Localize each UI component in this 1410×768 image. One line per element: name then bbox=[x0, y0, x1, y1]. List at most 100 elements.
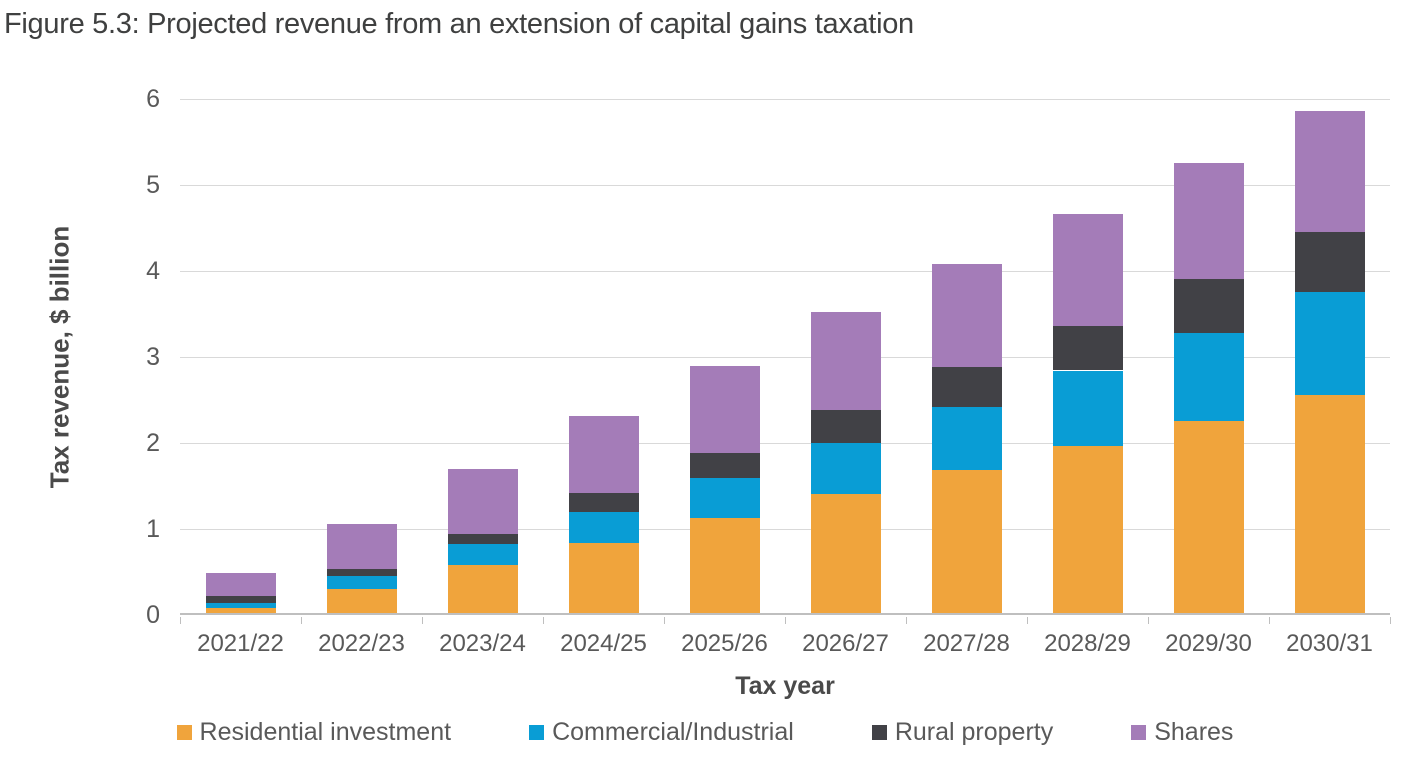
gridline-y-2 bbox=[180, 443, 1390, 444]
gridline-y-6 bbox=[180, 99, 1390, 100]
bar-segment-shares-2028-29 bbox=[1052, 213, 1123, 326]
bar-segment-residential-investment-2025-26 bbox=[689, 518, 760, 613]
y-tick-label-3: 3 bbox=[146, 343, 160, 371]
legend-swatch-icon bbox=[176, 725, 192, 740]
bar-segment-rural-property-2030-31 bbox=[1294, 232, 1365, 293]
bar-2023-24 bbox=[447, 469, 518, 613]
bar-segment-residential-investment-2022-23 bbox=[326, 588, 397, 613]
bar-2027-28 bbox=[931, 263, 1002, 613]
bar-segment-commercial-industrial-2021-22 bbox=[205, 602, 276, 608]
x-tick-mark-6 bbox=[906, 617, 907, 624]
x-tick-mark-10 bbox=[1390, 617, 1391, 624]
bar-segment-shares-2023-24 bbox=[447, 469, 518, 534]
gridline-y-4 bbox=[180, 271, 1390, 272]
legend-swatch-icon bbox=[871, 725, 887, 740]
stacked-bar-chart-plot-area bbox=[180, 99, 1390, 615]
legend-swatch-icon bbox=[1131, 725, 1147, 740]
bar-2025-26 bbox=[689, 366, 760, 613]
bar-segment-residential-investment-2030-31 bbox=[1294, 395, 1365, 613]
y-tick-label-2: 2 bbox=[146, 429, 160, 457]
bar-segment-shares-2030-31 bbox=[1294, 110, 1365, 233]
bar-segment-residential-investment-2021-22 bbox=[205, 607, 276, 613]
legend-label: Residential investment bbox=[199, 718, 452, 746]
x-tick-label-2027-28: 2027/28 bbox=[923, 630, 1010, 657]
bar-segment-residential-investment-2028-29 bbox=[1052, 446, 1123, 613]
x-tick-label-2028-29: 2028/29 bbox=[1044, 630, 1131, 657]
x-tick-mark-9 bbox=[1269, 617, 1270, 624]
legend-item-rural-property: Rural property bbox=[871, 718, 1054, 747]
bar-segment-residential-investment-2027-28 bbox=[931, 470, 1002, 613]
x-tick-label-2025-26: 2025/26 bbox=[681, 630, 768, 657]
bar-segment-commercial-industrial-2025-26 bbox=[689, 478, 760, 519]
y-tick-label-5: 5 bbox=[146, 171, 160, 199]
x-tick-label-2024-25: 2024/25 bbox=[560, 630, 647, 657]
gridline-y-1 bbox=[180, 529, 1390, 530]
legend-label: Commercial/Industrial bbox=[552, 718, 794, 746]
legend-swatch-icon bbox=[529, 725, 545, 740]
bar-segment-shares-2026-27 bbox=[810, 312, 881, 411]
x-tick-mark-4 bbox=[664, 617, 665, 624]
bar-segment-shares-2029-30 bbox=[1173, 163, 1244, 280]
bar-2022-23 bbox=[326, 523, 397, 613]
bar-segment-rural-property-2026-27 bbox=[810, 410, 881, 443]
x-tick-mark-2 bbox=[422, 617, 423, 624]
bar-segment-shares-2022-23 bbox=[326, 523, 397, 570]
legend-item-shares: Shares bbox=[1131, 718, 1233, 747]
bar-segment-rural-property-2025-26 bbox=[689, 453, 760, 478]
legend-label: Shares bbox=[1154, 718, 1234, 746]
bar-segment-commercial-industrial-2030-31 bbox=[1294, 292, 1365, 396]
x-tick-label-2022-23: 2022/23 bbox=[318, 630, 405, 657]
figure-title: Figure 5.3: Projected revenue from an ex… bbox=[4, 8, 914, 40]
bar-segment-commercial-industrial-2023-24 bbox=[447, 544, 518, 565]
bar-segment-shares-2021-22 bbox=[205, 572, 276, 596]
x-tick-mark-8 bbox=[1148, 617, 1149, 624]
bar-segment-shares-2024-25 bbox=[568, 416, 639, 493]
bar-2028-29 bbox=[1052, 213, 1123, 613]
x-tick-label-2026-27: 2026/27 bbox=[802, 630, 889, 657]
bar-segment-commercial-industrial-2026-27 bbox=[810, 442, 881, 495]
x-tick-mark-0 bbox=[180, 617, 181, 624]
bar-2021-22 bbox=[205, 572, 276, 613]
bar-segment-residential-investment-2024-25 bbox=[568, 543, 639, 613]
y-tick-label-6: 6 bbox=[146, 85, 160, 113]
bar-segment-shares-2027-28 bbox=[931, 263, 1002, 368]
bar-segment-commercial-industrial-2029-30 bbox=[1173, 332, 1244, 422]
legend-item-commercial-industrial: Commercial/Industrial bbox=[529, 718, 794, 747]
bar-2029-30 bbox=[1173, 163, 1244, 613]
bar-segment-rural-property-2023-24 bbox=[447, 533, 518, 545]
bar-segment-rural-property-2022-23 bbox=[326, 569, 397, 577]
chart-legend: Residential investment Commercial/Industr… bbox=[0, 718, 1410, 747]
bar-segment-rural-property-2029-30 bbox=[1173, 279, 1244, 333]
bar-segment-commercial-industrial-2027-28 bbox=[931, 407, 1002, 471]
x-tick-mark-5 bbox=[785, 617, 786, 624]
x-tick-label-2029-30: 2029/30 bbox=[1165, 630, 1252, 657]
y-tick-label-1: 1 bbox=[146, 515, 160, 543]
gridline-y-3 bbox=[180, 357, 1390, 358]
y-tick-label-4: 4 bbox=[146, 257, 160, 285]
bar-2026-27 bbox=[810, 312, 881, 613]
bar-segment-commercial-industrial-2024-25 bbox=[568, 511, 639, 544]
bar-segment-rural-property-2028-29 bbox=[1052, 325, 1123, 371]
x-axis-title: Tax year bbox=[735, 672, 835, 700]
bar-segment-rural-property-2024-25 bbox=[568, 492, 639, 512]
bar-2030-31 bbox=[1294, 110, 1365, 613]
x-tick-label-2021-22: 2021/22 bbox=[197, 630, 284, 657]
x-tick-mark-3 bbox=[543, 617, 544, 624]
legend-label: Rural property bbox=[894, 718, 1054, 746]
bar-segment-rural-property-2021-22 bbox=[205, 595, 276, 603]
x-tick-mark-7 bbox=[1027, 617, 1028, 624]
y-tick-label-0: 0 bbox=[146, 601, 160, 629]
x-tick-label-2030-31: 2030/31 bbox=[1286, 630, 1373, 657]
legend-item-residential-investment: Residential investment bbox=[176, 718, 452, 747]
x-tick-mark-1 bbox=[301, 617, 302, 624]
bar-segment-rural-property-2027-28 bbox=[931, 367, 1002, 408]
x-tick-label-2023-24: 2023/24 bbox=[439, 630, 526, 657]
y-axis-title: Tax revenue, $ billion bbox=[44, 225, 75, 489]
bar-segment-commercial-industrial-2028-29 bbox=[1052, 370, 1123, 447]
bar-segment-commercial-industrial-2022-23 bbox=[326, 576, 397, 589]
bar-segment-residential-investment-2023-24 bbox=[447, 564, 518, 613]
bar-segment-residential-investment-2026-27 bbox=[810, 494, 881, 613]
bar-segment-residential-investment-2029-30 bbox=[1173, 421, 1244, 613]
bar-2024-25 bbox=[568, 416, 639, 613]
